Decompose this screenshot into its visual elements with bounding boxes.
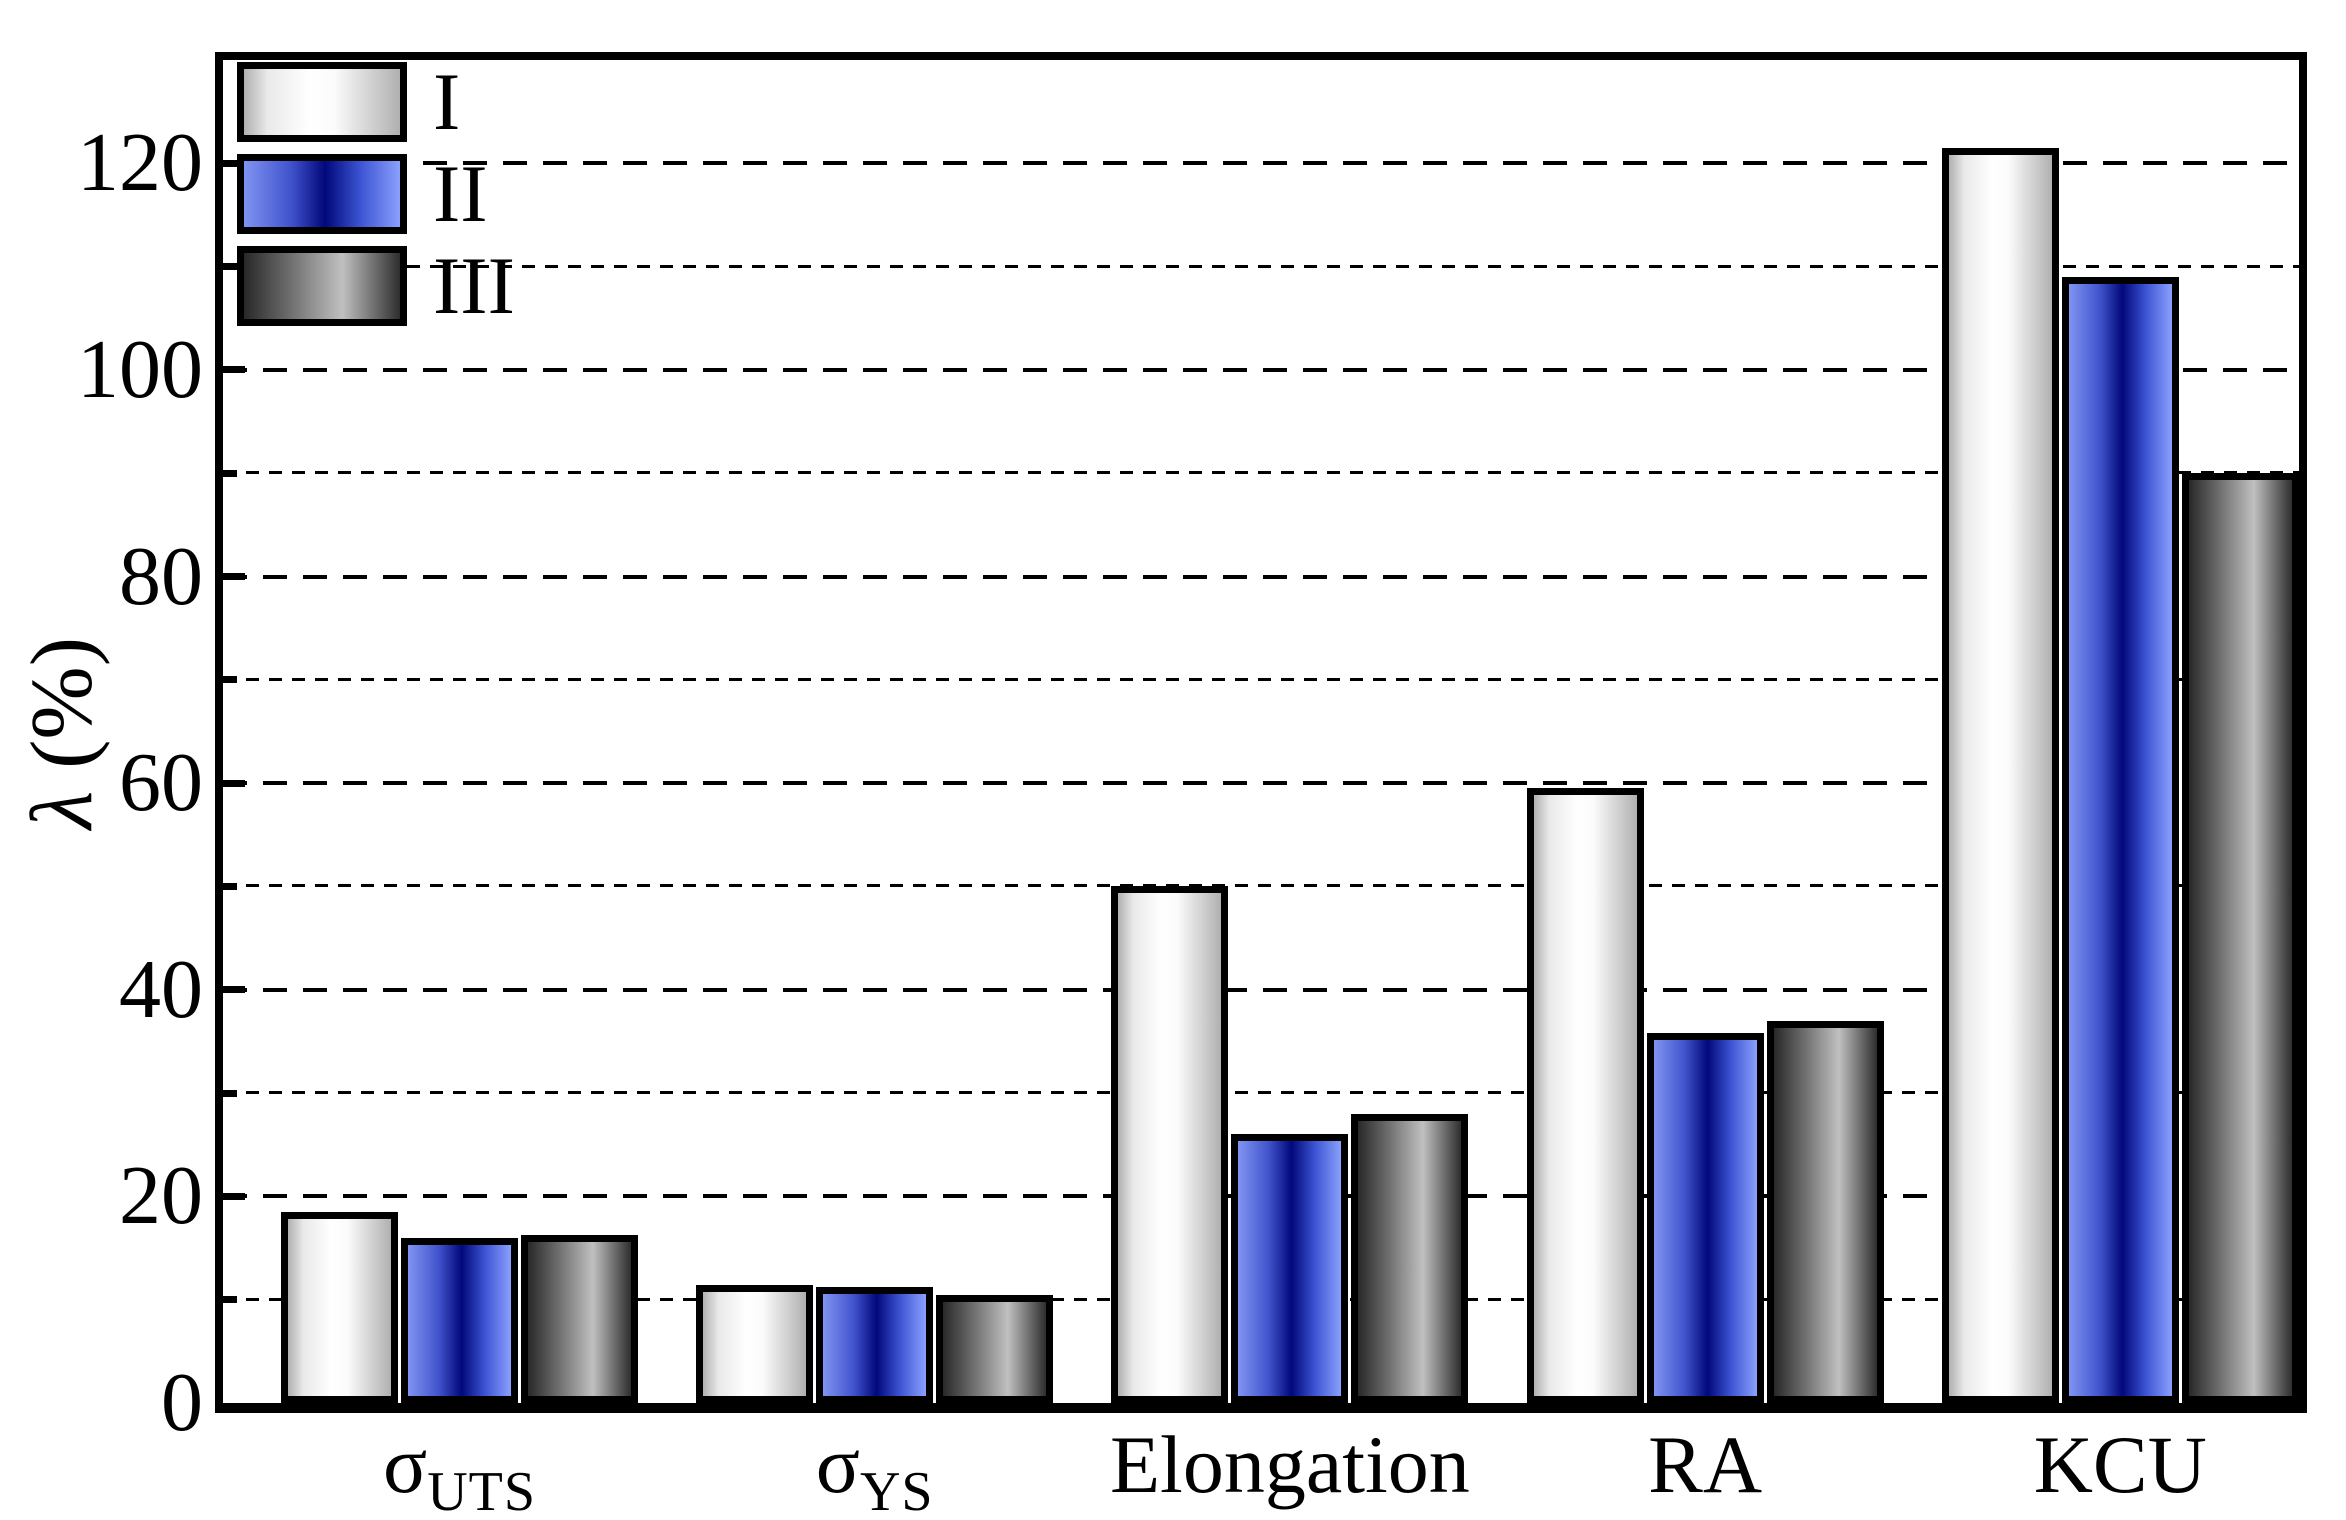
bar-I-σ_UTS — [281, 1211, 398, 1403]
x-category-subscript: UTS — [427, 1461, 536, 1520]
x-category-base: σ — [815, 1419, 860, 1510]
x-category-label-RA: RA — [1648, 1419, 1763, 1510]
gridline-80 — [223, 574, 2299, 579]
x-category-label-Elongation: Elongation — [1109, 1419, 1470, 1510]
y-tick-mark-30 — [223, 1089, 237, 1097]
legend-label-I: I — [433, 56, 461, 147]
gridline-50 — [223, 884, 2299, 888]
bar-III-KCU — [2181, 473, 2299, 1403]
y-tick-label-0: 0 — [161, 1356, 203, 1449]
bar-I-RA — [1526, 788, 1644, 1403]
y-tick-mark-100 — [223, 366, 245, 374]
y-tick-mark-120 — [223, 159, 245, 167]
y-tick-label-60: 60 — [119, 736, 203, 830]
x-axis-category-labels: σUTS σYS Elongation RA KCU — [0, 1424, 2346, 1520]
x-category-base: σ — [383, 1419, 428, 1510]
bar-III-σ_YS — [936, 1294, 1054, 1403]
y-tick-mark-70 — [223, 676, 237, 684]
legend-swatch-II — [237, 154, 407, 234]
legend-entry-III: III — [237, 240, 515, 331]
gridline-120 — [223, 161, 2299, 166]
y-tick-label-100: 100 — [77, 322, 203, 416]
bar-II-σ_YS — [816, 1287, 934, 1403]
y-tick-label-80: 80 — [119, 529, 203, 623]
legend-entry-II: II — [237, 148, 515, 239]
y-tick-label-120: 120 — [77, 116, 203, 210]
plot-area: I II III — [215, 52, 2307, 1413]
bar-III-σ_UTS — [521, 1234, 638, 1403]
x-category-label-KCU: KCU — [2033, 1419, 2207, 1510]
bar-II-KCU — [2061, 276, 2179, 1403]
bar-I-Elongation — [1111, 886, 1229, 1403]
bar-III-Elongation — [1351, 1113, 1469, 1403]
y-tick-mark-110 — [223, 263, 237, 271]
bar-I-σ_YS — [696, 1285, 814, 1403]
y-tick-mark-80 — [223, 573, 245, 581]
bar-III-RA — [1766, 1020, 1884, 1403]
y-tick-label-40: 40 — [119, 942, 203, 1036]
y-tick-mark-10 — [223, 1296, 237, 1304]
x-category-label-σ_UTS: σUTS — [160, 1424, 760, 1520]
legend-label-II: II — [433, 148, 488, 239]
y-tick-mark-50 — [223, 882, 237, 890]
y-tick-mark-20 — [223, 1192, 245, 1200]
gridline-70 — [223, 677, 2299, 681]
bar-II-σ_UTS — [401, 1237, 518, 1403]
gridline-60 — [223, 781, 2299, 786]
legend: I II III — [237, 56, 515, 338]
x-category-label-σ_YS: σYS — [575, 1424, 1175, 1520]
legend-label-III: III — [433, 240, 515, 331]
y-axis-tick-labels: 0 20 40 60 80 100 120 — [0, 60, 203, 1445]
gridline-90 — [223, 471, 2299, 475]
gridline-30 — [223, 1091, 2299, 1095]
bar-II-Elongation — [1231, 1134, 1349, 1403]
bar-layer — [223, 60, 2299, 1403]
y-tick-mark-60 — [223, 779, 245, 787]
legend-swatch-III — [237, 246, 407, 326]
bar-I-KCU — [1941, 147, 2059, 1403]
gridline-100 — [223, 367, 2299, 372]
y-tick-label-20: 20 — [119, 1149, 203, 1243]
x-category-subscript: YS — [859, 1461, 934, 1520]
gridline-110 — [223, 264, 2299, 268]
legend-swatch-I — [237, 62, 407, 142]
bar-II-RA — [1646, 1033, 1764, 1403]
legend-entry-I: I — [237, 56, 515, 147]
gridline-40 — [223, 987, 2299, 992]
y-tick-mark-90 — [223, 469, 237, 477]
y-tick-mark-40 — [223, 986, 245, 994]
